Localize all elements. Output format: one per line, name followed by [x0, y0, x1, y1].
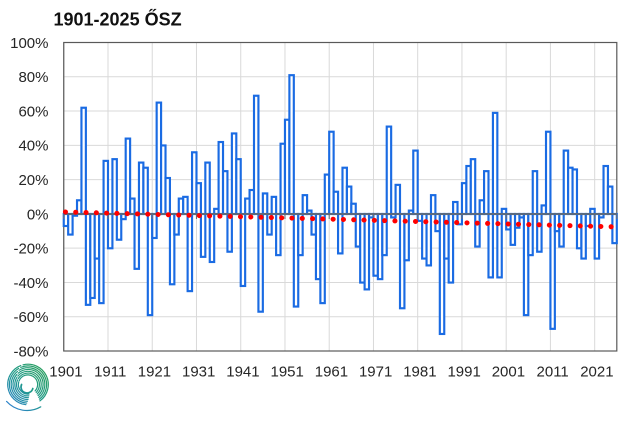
svg-text:1931: 1931 [182, 363, 215, 380]
svg-text:1981: 1981 [403, 363, 436, 380]
svg-text:1901-2025 ŐSZ: 1901-2025 ŐSZ [54, 9, 182, 30]
svg-text:1991: 1991 [447, 363, 480, 380]
svg-text:1901: 1901 [49, 363, 82, 380]
svg-text:1971: 1971 [359, 363, 392, 380]
svg-text:40%: 40% [18, 138, 48, 155]
svg-text:100%: 100% [10, 35, 48, 52]
svg-text:-20%: -20% [13, 241, 48, 258]
svg-text:-60%: -60% [13, 309, 48, 326]
svg-text:1941: 1941 [226, 363, 259, 380]
svg-text:2021: 2021 [580, 363, 613, 380]
svg-text:2001: 2001 [492, 363, 525, 380]
svg-text:1961: 1961 [315, 363, 348, 380]
svg-text:2011: 2011 [537, 363, 569, 380]
svg-text:1921: 1921 [138, 363, 171, 380]
svg-text:60%: 60% [18, 103, 48, 120]
svg-text:-40%: -40% [13, 275, 48, 292]
svg-text:80%: 80% [18, 69, 48, 86]
svg-text:20%: 20% [18, 172, 48, 189]
svg-text:0%: 0% [27, 206, 49, 223]
svg-text:1951: 1951 [270, 363, 303, 380]
svg-text:-80%: -80% [13, 343, 48, 360]
svg-text:1911: 1911 [94, 363, 126, 380]
